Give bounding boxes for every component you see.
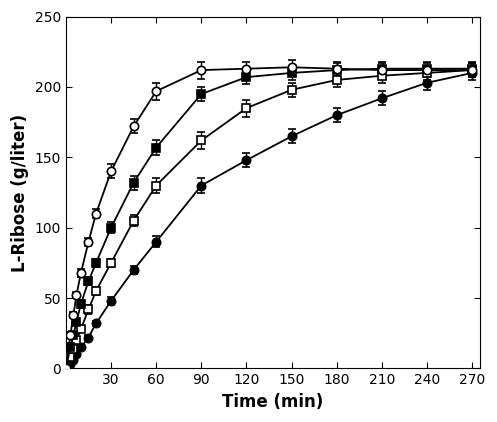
Y-axis label: L-Ribose (g/liter): L-Ribose (g/liter) xyxy=(11,114,29,272)
X-axis label: Time (min): Time (min) xyxy=(222,393,324,411)
